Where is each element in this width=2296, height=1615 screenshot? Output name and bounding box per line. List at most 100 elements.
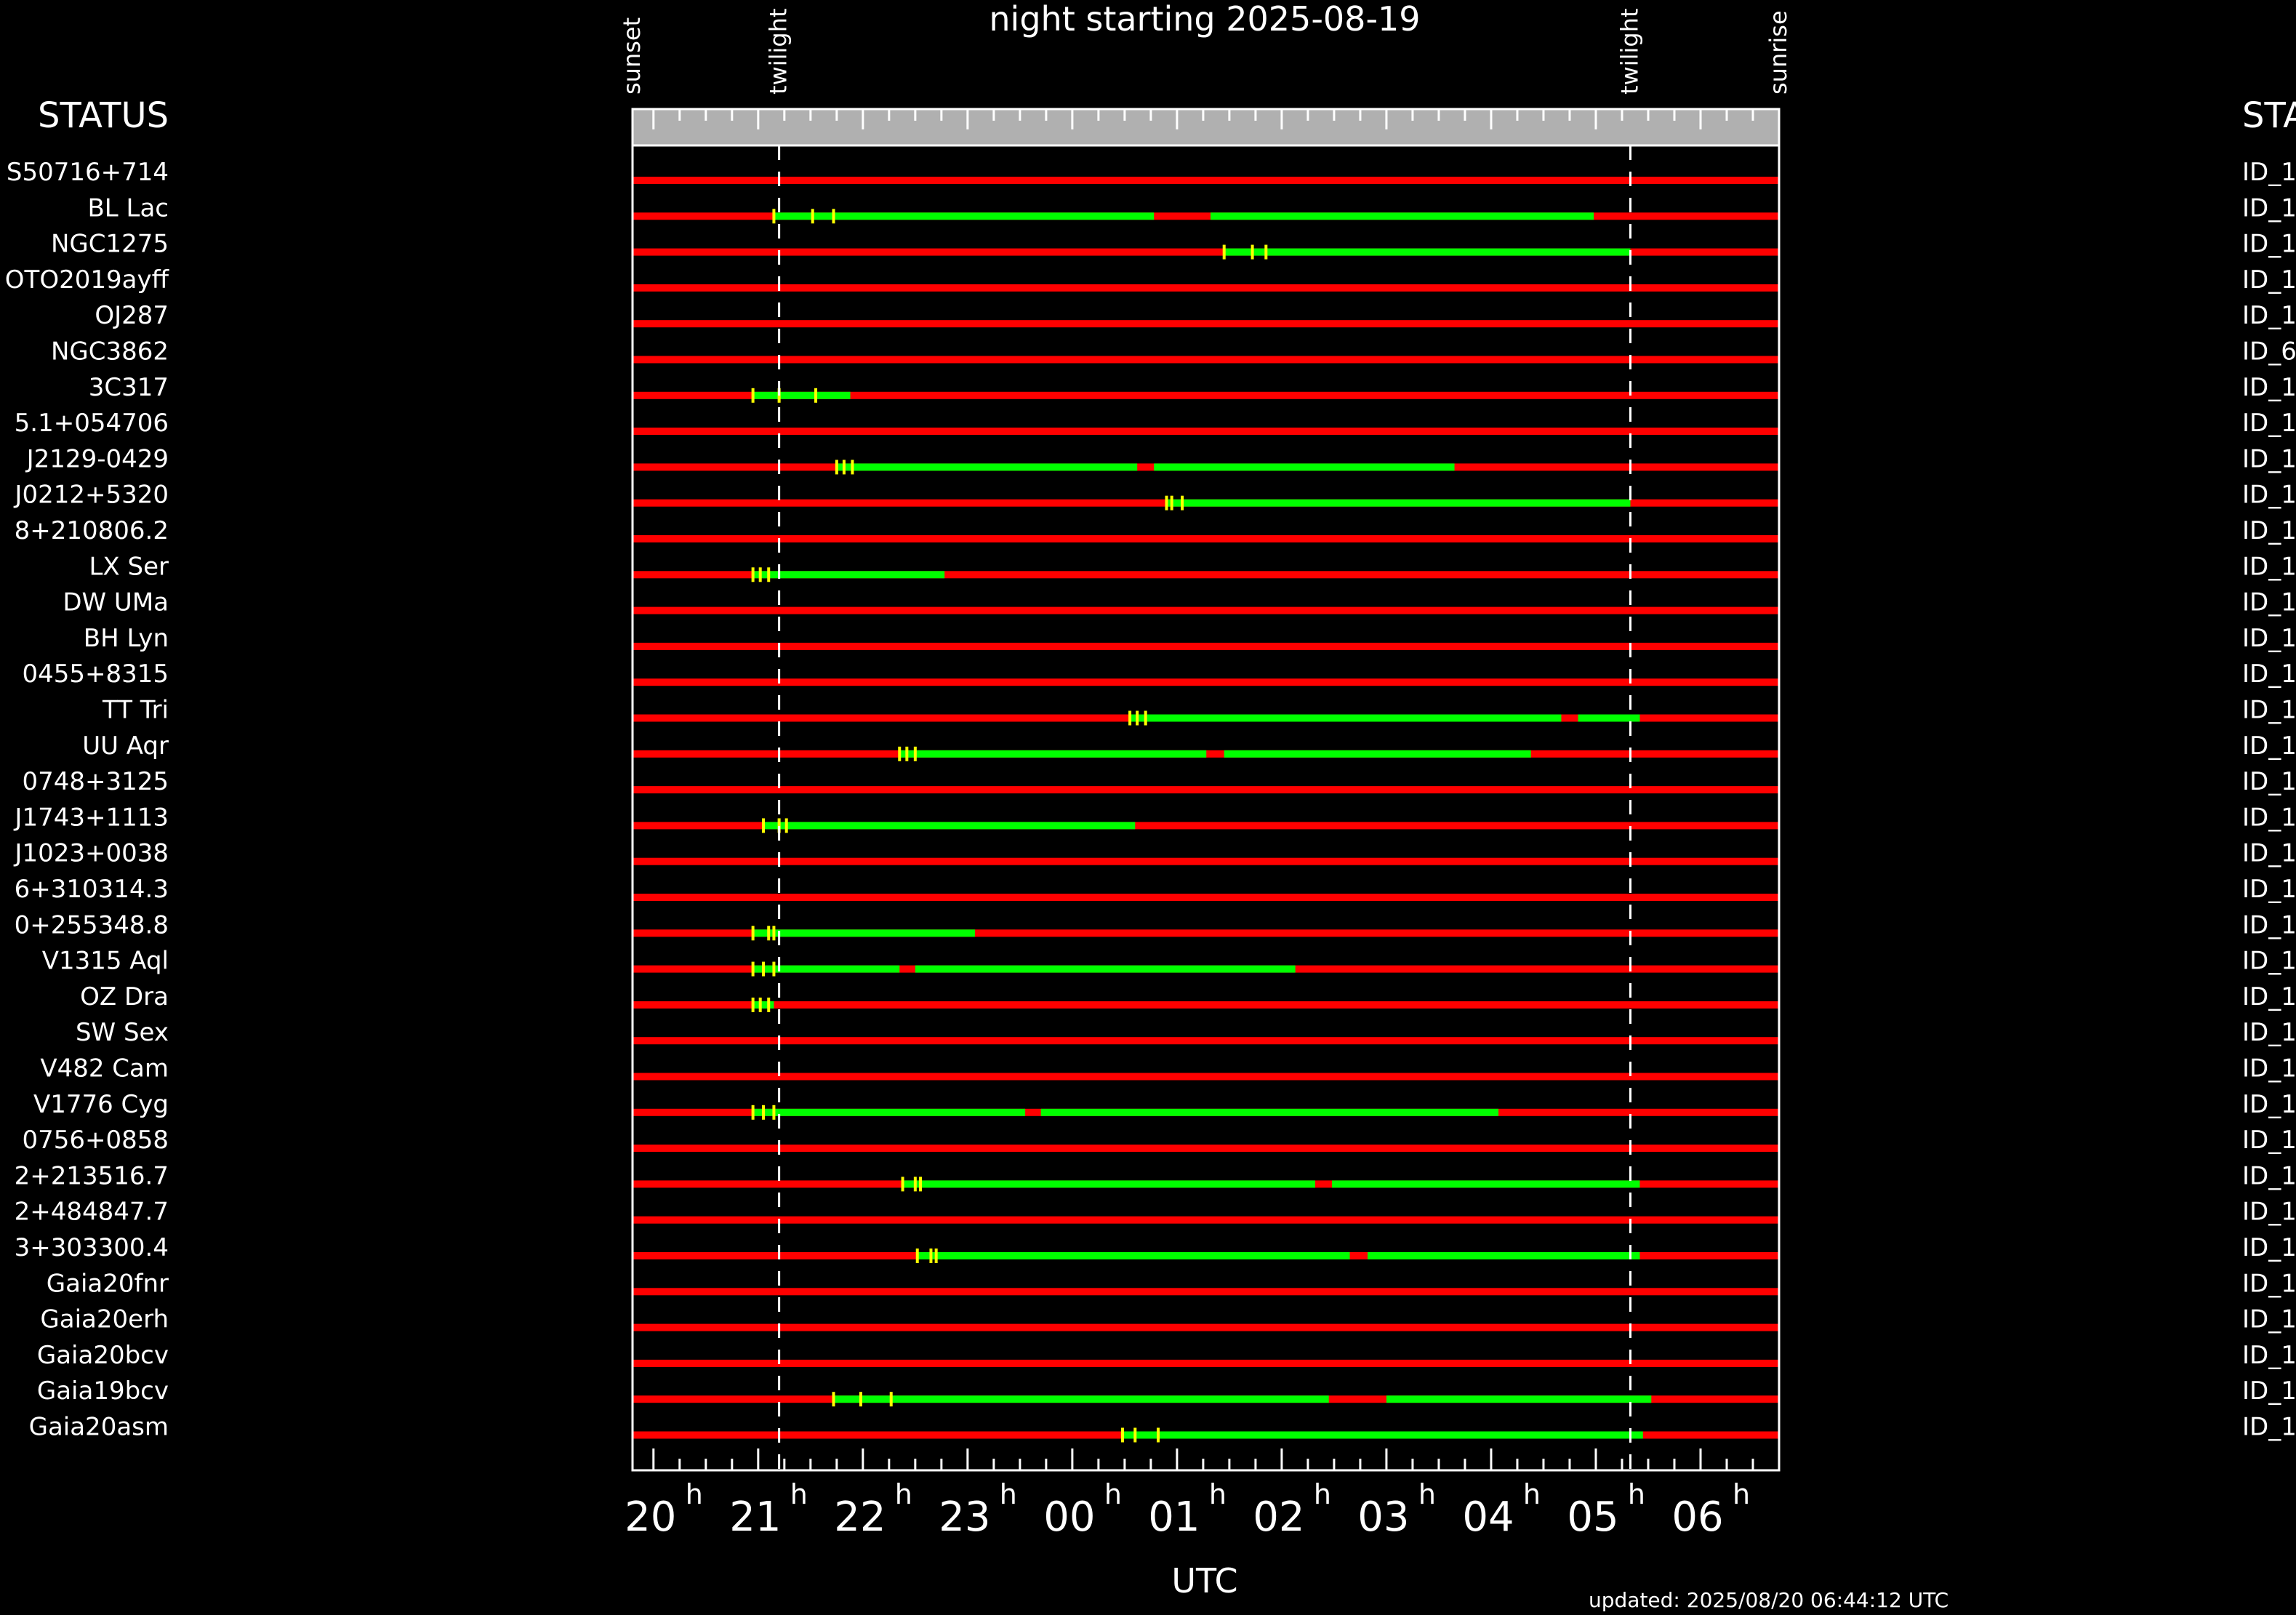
target-name: 0756+0858 xyxy=(22,1126,169,1155)
row-marker xyxy=(859,1392,862,1407)
row-marker xyxy=(1222,244,1226,260)
row-bar-not-visible xyxy=(633,857,1779,865)
row-bar-observable xyxy=(833,1395,1329,1403)
target-name: Gaia20fnr xyxy=(47,1269,169,1298)
row-bar-not-visible xyxy=(633,894,1779,901)
target-name: J1743+1113 xyxy=(13,803,169,832)
sunrise-label: sunrise xyxy=(1765,10,1792,95)
target-id: ID_1 xyxy=(2242,696,2296,725)
plot-border xyxy=(631,108,1781,1472)
row-marker xyxy=(901,1177,904,1192)
target-id: ID_1 xyxy=(2242,875,2296,904)
target-id: ID_1 xyxy=(2242,660,2296,689)
row-marker xyxy=(832,209,835,224)
target-id: ID_1 xyxy=(2242,1126,2296,1155)
target-name: DW UMa xyxy=(63,588,169,617)
row-bar-observable xyxy=(1154,463,1455,471)
row-bar-observable xyxy=(915,965,1296,973)
chart-title: night starting 2025-08-19 xyxy=(989,0,1420,39)
target-id: ID_1 xyxy=(2242,265,2296,294)
target-name: 3+303300.4 xyxy=(15,1233,169,1262)
target-id: ID_1 xyxy=(2242,1305,2296,1334)
hour-tick-superscript: h xyxy=(1000,1478,1017,1510)
row-bar-observable xyxy=(1386,1395,1652,1403)
row-marker xyxy=(758,567,762,582)
row-bar-not-visible xyxy=(633,1323,1779,1331)
event-lines xyxy=(778,145,1631,1470)
row-marker xyxy=(767,997,771,1012)
target-id: ID_1 xyxy=(2242,1198,2296,1227)
row-bar-observable xyxy=(763,822,1136,830)
target-id: ID_1 xyxy=(2242,193,2296,223)
row-marker xyxy=(751,388,755,403)
target-name: BH Lyn xyxy=(84,624,169,653)
row-marker xyxy=(919,1177,923,1192)
target-name: J0212+5320 xyxy=(13,481,169,510)
target-name: UU Aqr xyxy=(82,732,169,761)
hour-tick-label: 20 xyxy=(625,1494,676,1541)
hour-tick-label: 04 xyxy=(1462,1494,1514,1541)
status-header-left: STATUS xyxy=(38,95,169,136)
hour-tick-label: 21 xyxy=(729,1494,781,1541)
row-marker xyxy=(767,926,771,941)
hour-tick-superscript: h xyxy=(790,1478,808,1510)
target-id: ID_6 xyxy=(2242,337,2296,366)
twilight-label: twilight xyxy=(765,8,792,95)
row-bar-observable xyxy=(752,571,945,579)
row-bar-observable xyxy=(1123,1431,1643,1439)
row-bar-observable xyxy=(752,1108,1026,1116)
row-bar-not-visible xyxy=(633,391,1779,399)
target-id: ID_1 xyxy=(2242,516,2296,545)
target-name: NGC1275 xyxy=(51,230,169,259)
target-id: ID_1 xyxy=(2242,444,2296,473)
row-marker xyxy=(913,746,917,761)
target-name: 3C317 xyxy=(89,373,169,402)
status-header-right: STA xyxy=(2242,95,2296,136)
target-id: ID_1 xyxy=(2242,301,2296,330)
row-bar-not-visible xyxy=(633,1145,1779,1153)
row-marker xyxy=(751,997,755,1012)
target-rows xyxy=(633,177,1779,1443)
hour-tick-label: 22 xyxy=(834,1494,886,1541)
row-bar-not-visible xyxy=(633,428,1779,436)
row-marker xyxy=(1128,710,1132,726)
target-name: TT Tri xyxy=(102,696,169,725)
row-bar-observable xyxy=(1332,1180,1640,1188)
row-marker xyxy=(842,460,846,475)
target-name: OZ Dra xyxy=(80,982,169,1011)
target-id: ID_1 xyxy=(2242,1341,2296,1370)
row-bar-observable xyxy=(1040,1108,1499,1116)
target-name: 0+255348.8 xyxy=(15,910,169,939)
target-name: 6+310314.3 xyxy=(15,875,169,904)
target-id: ID_1 xyxy=(2242,409,2296,438)
row-bar-not-visible xyxy=(633,606,1779,614)
target-id: ID_1 xyxy=(2242,982,2296,1011)
row-bar-observable xyxy=(1224,248,1631,256)
target-name: LX Ser xyxy=(89,552,169,581)
target-name: OJ287 xyxy=(95,301,169,330)
row-bar-observable xyxy=(902,1180,1315,1188)
row-bar-observable xyxy=(1578,714,1640,722)
row-marker xyxy=(751,567,755,582)
row-bar-not-visible xyxy=(633,212,1779,220)
hour-tick-superscript: h xyxy=(1733,1478,1750,1510)
row-bar-not-visible xyxy=(633,1359,1779,1367)
labels: night starting 2025-08-19 STATUS STA UTC… xyxy=(5,0,2296,1612)
target-name: BL Lac xyxy=(87,193,169,223)
target-name: 2+484847.7 xyxy=(15,1198,169,1227)
row-marker xyxy=(762,818,766,833)
row-marker xyxy=(1165,495,1168,510)
row-marker xyxy=(832,1392,835,1407)
row-marker xyxy=(772,961,776,977)
target-id: ID_1 xyxy=(2242,552,2296,581)
target-name: Gaia20erh xyxy=(40,1305,169,1334)
target-name: J2129-0429 xyxy=(25,444,169,473)
row-bar-observable xyxy=(774,212,1155,220)
target-name: Gaia20asm xyxy=(29,1413,169,1442)
target-id: ID_1 xyxy=(2242,481,2296,510)
row-bar-not-visible xyxy=(633,571,1779,579)
row-marker xyxy=(1144,710,1147,726)
target-id: ID_1 xyxy=(2242,1233,2296,1262)
target-name: Gaia19bcv xyxy=(37,1376,169,1406)
time-header-band xyxy=(633,109,1779,145)
